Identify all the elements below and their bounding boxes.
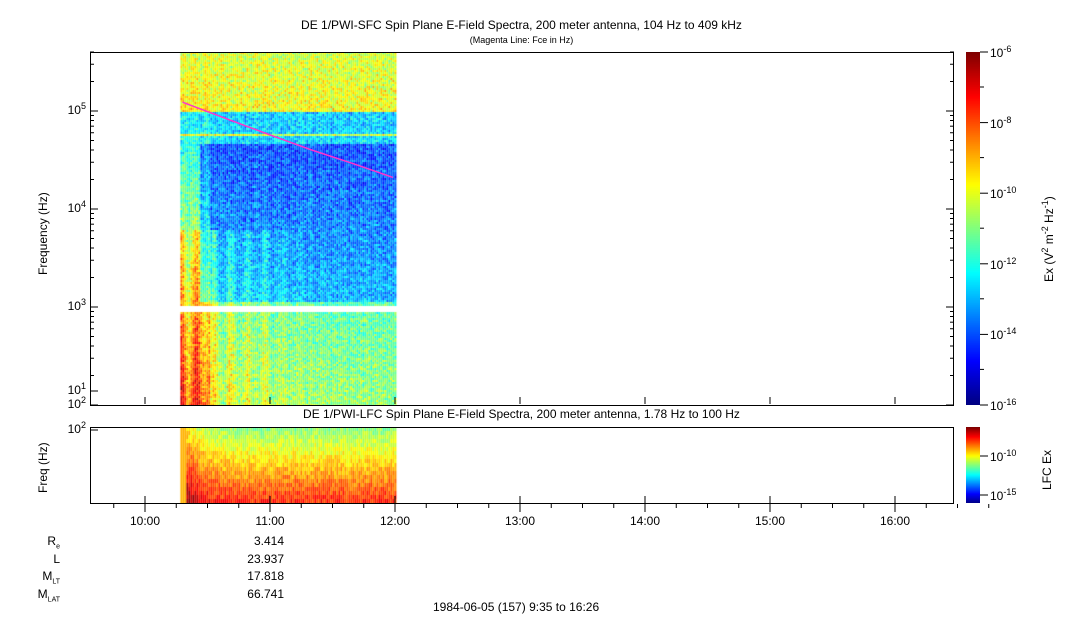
sfc-plot-frame [90,52,954,406]
sfc-ytick-label: 105 [67,101,86,117]
ephemeris-label: MLAT [37,586,60,603]
ephemeris-value: 23.937 [247,551,284,566]
ephemeris-value: 3.414 [253,534,284,548]
ephemeris-label: MLT [42,569,60,586]
sfc-ytick-label: 102 [67,395,86,411]
xtick-label: 16:00 [879,514,911,528]
lfc-ytick-label: 102 [67,420,86,436]
sfc-ytick-label: 103 [67,297,86,313]
chart-subtitle: (Magenta Line: Fce in Hz) [469,35,574,45]
lfc-ytick-label: 101 [67,381,86,397]
xtick-label: 14:00 [629,514,661,528]
footer-date-range: 1984-06-05 (157) 9:35 to 16:26 [433,600,600,614]
lfc-spectrogram [90,427,953,503]
xtick-label: 15:00 [754,514,786,528]
sfc-ytick-label: 104 [67,199,86,215]
colorbar-tick-label: 10-8 [990,114,1012,131]
xtick-label: 12:00 [379,514,411,528]
colorbar-tick-label: 10-12 [990,255,1017,272]
colorbar-tick-label: 10-16 [990,397,1017,413]
ephemeris-value: 66.741 [247,586,284,601]
lfc-plot-frame [90,427,954,504]
lfc-colorbar [966,427,980,503]
fce-line [182,101,394,179]
colorbar-tick-label: 10-6 [990,44,1012,60]
xtick-label: 10:00 [129,514,161,528]
ephemeris-label: L [53,551,60,566]
xtick-label: 11:00 [255,514,285,528]
sfc-colorbar [966,52,980,405]
colorbar-tick-label: 10-14 [990,326,1017,343]
lfc-colorbar-tick-label: 10-15 [990,487,1017,503]
colorbar-tick-label: 10-10 [990,185,1017,202]
lfc-colorbar-tick-label: 10-10 [990,448,1017,464]
ephemeris-value: 17.818 [247,569,284,583]
lfc-title: DE 1/PWI-LFC Spin Plane E-Field Spectra,… [303,407,740,421]
sfc-spectrogram [90,52,953,405]
xtick-label: 13:00 [504,514,536,528]
chart-title: DE 1/PWI-SFC Spin Plane E-Field Spectra,… [301,18,742,32]
ephemeris-label: Re [47,534,60,551]
